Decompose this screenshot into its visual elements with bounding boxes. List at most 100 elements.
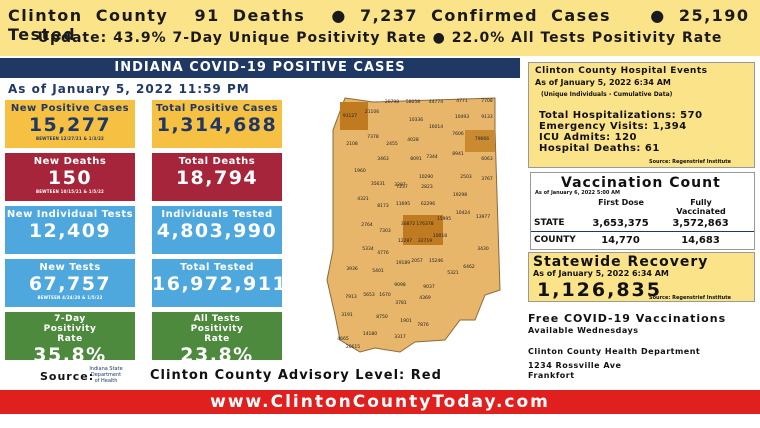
hospital-panel: Clinton County Hospital Events As of Jan… — [528, 62, 755, 168]
county-label: 1960 — [354, 168, 366, 174]
tested: ● 25,190 Tested — [8, 6, 750, 44]
as-of: As of January 5, 2022 11:59 PM — [8, 82, 250, 96]
county-label: 10018 — [433, 233, 447, 239]
address-line: 1234 Rossville Ave — [528, 361, 622, 370]
hospital-line: Emergency Visits: 1,394 — [539, 121, 687, 132]
stat-note: BEWTEEN 4/24/20 & 1/5/22 — [37, 295, 103, 300]
county-shade — [340, 102, 368, 130]
county-label: 58058 — [406, 99, 420, 105]
county-label: 13977 — [476, 214, 490, 220]
vacc-value: 14,683 — [681, 235, 720, 246]
county-label: 9133 — [481, 114, 493, 120]
confirmed: ● 7,237 Confirmed Cases — [331, 6, 612, 25]
county-label: 11695 — [396, 201, 410, 207]
deaths: 91 Deaths — [194, 6, 306, 25]
stat-box: New Positive Cases 15,277 BEWTEEN 12/27/21… — [5, 100, 135, 148]
vacc-value: 3,572,863 — [672, 218, 729, 229]
county-label: 2455 — [386, 141, 398, 147]
hospital-subtitle: (Unique Individuals - Cumulative Data) — [541, 91, 673, 98]
recovery-as-of: As of January 5, 2022 6:34 AM — [533, 269, 669, 278]
hospital-source: Source: Regenstrief Institute — [649, 159, 732, 165]
vacc-as-of: As of January 6, 2022 5:00 AM — [535, 190, 620, 196]
stat-box: Total Tested 16,972,911 — [152, 259, 282, 307]
county-label: 1901 — [400, 318, 412, 324]
stat-value: 12,409 — [28, 220, 112, 242]
county-label: 10493 — [455, 114, 469, 120]
vacc-row-label: STATE — [534, 218, 565, 228]
county-shade — [465, 130, 495, 152]
hospital-title: Clinton County Hospital Events — [535, 66, 708, 76]
county-label: 7237 — [396, 184, 408, 190]
county-label: 4369 — [419, 295, 431, 301]
county-label: 3463 — [377, 156, 389, 162]
county-shade — [403, 215, 443, 245]
county-label: 5653 — [363, 292, 375, 298]
divider — [531, 231, 754, 232]
hospital-line: ICU Admits: 120 — [539, 132, 637, 143]
county-label: 4321 — [357, 196, 369, 202]
recovery-title: Statewide Recovery — [533, 254, 709, 270]
county-label: 9037 — [423, 284, 435, 290]
hospital-lines: Total Hospitalizations: 570 Emergency Vis… — [539, 110, 703, 154]
vacc-col: Fully Vaccinated — [676, 198, 726, 216]
county-label: 176378 — [416, 221, 433, 227]
stat-value: 1,314,688 — [156, 114, 278, 136]
county-label: 4028 — [407, 137, 419, 143]
county-label: 79666 — [475, 136, 489, 142]
county-label: 10290 — [419, 174, 433, 180]
stat-box: Total Deaths 18,794 — [152, 153, 282, 201]
header-line: Clinton County 91 Deaths ● 7,237 Confirm… — [8, 6, 758, 44]
county-label: 8941 — [452, 151, 464, 157]
county-label: 3287 — [394, 182, 406, 188]
county-label: 91127 — [343, 113, 357, 119]
stat-value: 16,972,911 — [152, 273, 282, 295]
county-label: 7344 — [426, 154, 438, 160]
address-line: Clinton County Health Department — [528, 347, 701, 356]
county-label: 32719 — [418, 238, 432, 244]
stat-box: Total Positive Cases 1,314,688 — [152, 100, 282, 148]
county-label: 4665 — [337, 336, 349, 342]
county-label: 16014 — [429, 124, 443, 130]
county-label: 5321 — [447, 270, 459, 276]
county: Clinton County — [8, 6, 169, 25]
stat-value: 23.8% — [180, 344, 254, 360]
stat-value: 18,794 — [175, 167, 259, 189]
source-label: Source: — [40, 370, 95, 383]
county-label: 3781 — [395, 300, 407, 306]
stat-box: New Tests 67,757 BEWTEEN 4/24/20 & 1/5/22 — [5, 259, 135, 307]
website[interactable]: www.ClintonCountyToday.com — [0, 390, 760, 414]
county-label: 2823 — [421, 184, 433, 190]
free-subtitle: Available Wednesdays — [528, 326, 639, 335]
county-label: 8750 — [376, 314, 388, 320]
stat-label: Total Positive Cases — [155, 103, 279, 114]
indiana-map: 91127 21106 20798 58058 44774 4771 7708 2108 737… — [326, 97, 501, 353]
county-label: 3317 — [394, 334, 406, 340]
county-label: 1670 — [379, 292, 391, 298]
stat-value: 15,277 — [28, 114, 112, 136]
county-label: 7606 — [452, 131, 464, 137]
stat-box: New Individual Tests 12,409 — [5, 206, 135, 254]
county-label: 3191 — [341, 312, 353, 318]
county-label: 10424 — [456, 210, 470, 216]
advisory: Clinton County Advisory Level: Red — [150, 368, 442, 383]
county-label: 4771 — [456, 98, 468, 104]
county-label: 8173 — [377, 203, 389, 209]
county-label: 62296 — [421, 201, 435, 207]
recovery-value: 1,126,835 — [537, 279, 662, 301]
recovery-panel: Statewide Recovery As of January 5, 2022… — [528, 252, 755, 302]
county-label: 9098 — [394, 282, 406, 288]
address-line: Frankfort — [528, 371, 575, 380]
vacc-value: 14,770 — [601, 235, 640, 246]
county-label: 7708 — [481, 98, 493, 104]
county-label: 7378 — [367, 134, 379, 140]
county-label: 6462 — [463, 264, 475, 270]
stat-box: Individuals Tested 4,803,990 — [152, 206, 282, 254]
county-label: 30872 — [401, 221, 415, 227]
county-label: 2108 — [346, 141, 358, 147]
address: Clinton County Health Department 1234 Ros… — [528, 347, 700, 381]
stat-label: All Tests Positivity Rate — [190, 314, 244, 344]
county-label: 3767 — [481, 176, 493, 182]
